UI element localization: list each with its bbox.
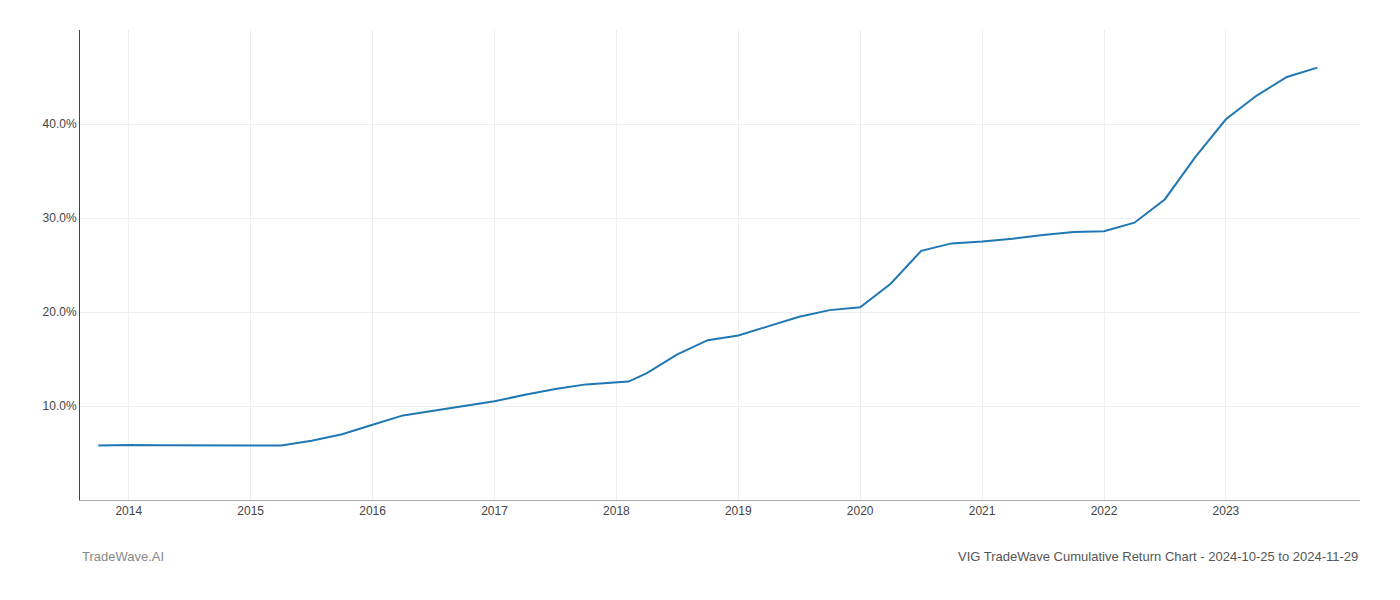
svg-text:2017: 2017 <box>481 504 508 518</box>
svg-text:2020: 2020 <box>847 504 874 518</box>
svg-text:TradeWave.AI: TradeWave.AI <box>82 549 164 564</box>
svg-text:2014: 2014 <box>115 504 142 518</box>
svg-text:2022: 2022 <box>1091 504 1118 518</box>
svg-text:30.0%: 30.0% <box>43 211 77 225</box>
svg-text:2015: 2015 <box>237 504 264 518</box>
svg-text:20.0%: 20.0% <box>43 305 77 319</box>
svg-text:2023: 2023 <box>1213 504 1240 518</box>
svg-text:2018: 2018 <box>603 504 630 518</box>
svg-text:2019: 2019 <box>725 504 752 518</box>
svg-text:2016: 2016 <box>359 504 386 518</box>
svg-text:2021: 2021 <box>969 504 996 518</box>
svg-text:40.0%: 40.0% <box>43 117 77 131</box>
svg-text:VIG TradeWave Cumulative Retur: VIG TradeWave Cumulative Return Chart - … <box>958 549 1358 564</box>
svg-text:10.0%: 10.0% <box>43 399 77 413</box>
